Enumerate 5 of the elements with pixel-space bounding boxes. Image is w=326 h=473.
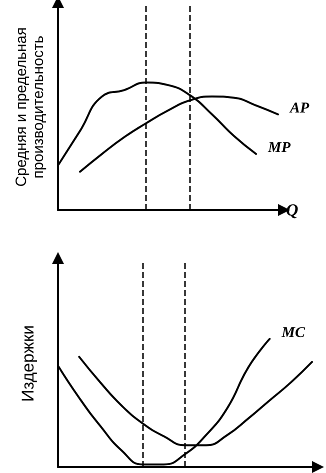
series-label: MC	[280, 324, 306, 341]
y-axis-title: Издержки	[18, 324, 38, 404]
series-label: MP	[267, 140, 292, 156]
series-label: AP	[289, 100, 310, 116]
y-axis-title: Средняя и предельная производительность	[13, 26, 47, 189]
